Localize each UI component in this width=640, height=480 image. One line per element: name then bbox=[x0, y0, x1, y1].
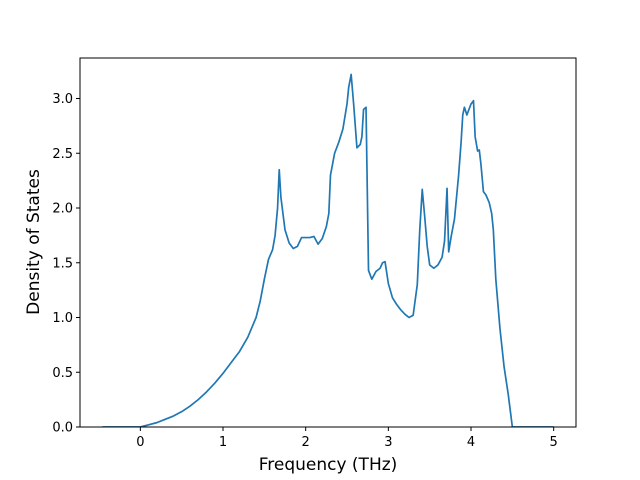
y-tick-label: 1.5 bbox=[52, 256, 73, 271]
axes-frame bbox=[79, 57, 577, 428]
y-tick-label: 0.5 bbox=[52, 366, 73, 381]
series-line-1 bbox=[102, 73, 554, 427]
x-axis-ticks: 0 1 2 3 4 5 bbox=[136, 427, 558, 450]
x-tick-label: 3 bbox=[384, 435, 392, 450]
x-axis-label: Frequency (THz) bbox=[259, 455, 398, 475]
x-tick-label: 1 bbox=[219, 435, 227, 450]
y-axis-label: Density of States bbox=[24, 169, 44, 315]
y-tick-label: 0.0 bbox=[52, 421, 73, 436]
y-tick-label: 2.0 bbox=[52, 202, 73, 217]
x-tick-label: 5 bbox=[550, 435, 558, 450]
plot-area bbox=[79, 57, 577, 428]
y-tick-label: 1.0 bbox=[52, 311, 73, 326]
y-tick-label: 3.0 bbox=[52, 92, 73, 107]
x-tick-label: 2 bbox=[302, 435, 310, 450]
x-tick-label: 4 bbox=[467, 435, 475, 450]
y-axis-ticks: 0.0 0.5 1.0 1.5 2.0 2.5 3.0 bbox=[52, 92, 80, 436]
y-tick-label: 2.5 bbox=[52, 147, 73, 162]
x-tick-label: 0 bbox=[136, 435, 144, 450]
